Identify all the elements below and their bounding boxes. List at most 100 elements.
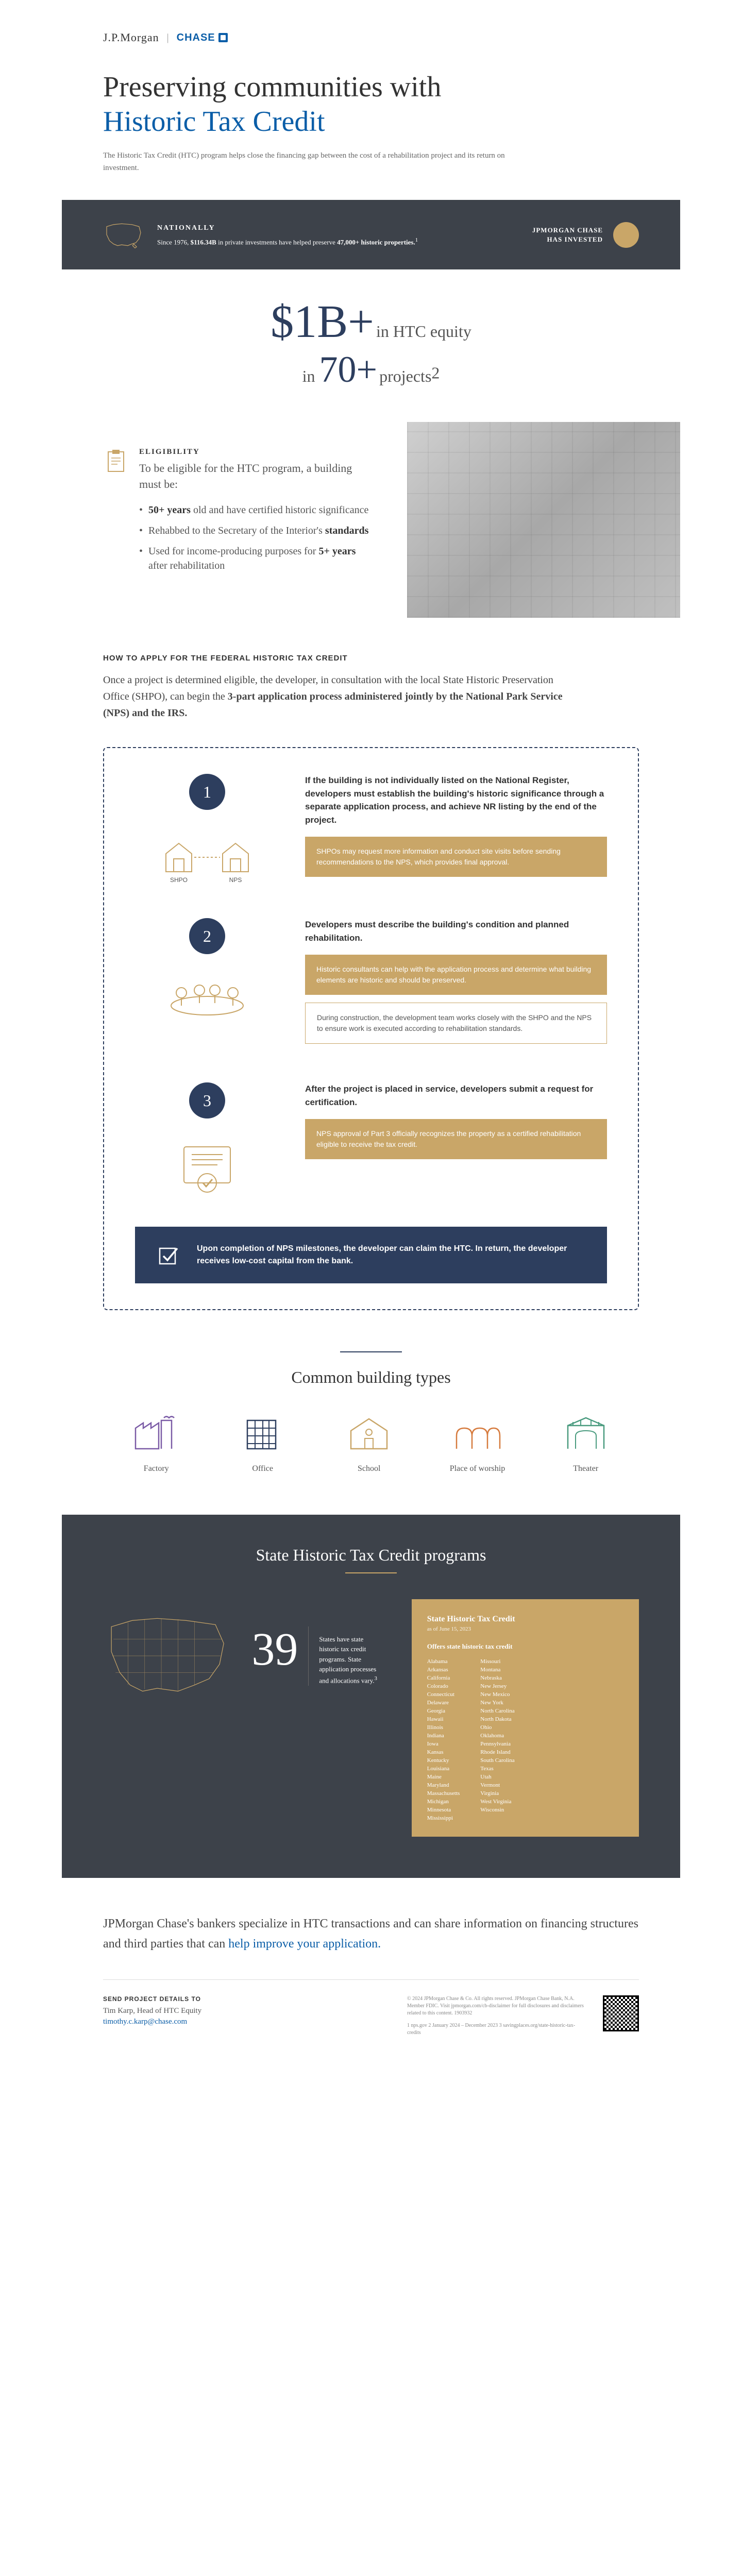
state-name: Rhode Island (480, 1749, 514, 1755)
state-name: New York (480, 1700, 514, 1706)
state-name: Louisiana (427, 1766, 460, 1772)
checkbox-icon (156, 1242, 181, 1268)
state-name: Arkansas (427, 1667, 460, 1673)
nationally-block: NATIONALLY Since 1976, $116.34B in priva… (103, 221, 418, 249)
building-photo (407, 422, 680, 618)
gold-divider (345, 1572, 397, 1573)
svg-text:SHPO: SHPO (170, 876, 188, 884)
eligibility-lead: To be eligible for the HTC program, a bu… (139, 461, 376, 493)
state-name: Illinois (427, 1724, 460, 1731)
state-name: Texas (480, 1766, 514, 1772)
state-name: Montana (480, 1667, 514, 1673)
divider (340, 1351, 402, 1352)
state-name: Mississippi (427, 1815, 460, 1821)
state-name: Oklahoma (480, 1733, 514, 1739)
steps-container: 1 SHPO NPS If the building is not individ… (103, 747, 639, 1310)
building-type-label: Place of worship (450, 1464, 505, 1473)
state-name: Utah (480, 1774, 514, 1780)
step-icon (156, 970, 259, 1031)
contact-block: SEND PROJECT DETAILS TO Tim Karp, Head o… (103, 1995, 201, 2026)
building-type-icon (130, 1413, 182, 1454)
contact-email[interactable]: timothy.c.karp@chase.com (103, 2018, 201, 2026)
big-stat: $1B+ in HTC equity in 70+ projects2 (103, 295, 639, 391)
page-title: Preserving communities with Historic Tax… (103, 70, 639, 139)
building-type-office: Office (237, 1413, 289, 1473)
state-name: Minnesota (427, 1807, 460, 1813)
state-name: New Jersey (480, 1683, 514, 1689)
jpmorgan-logo: J.P.Morgan (103, 31, 159, 44)
eligibility-item: 50+ years old and have certified histori… (139, 503, 376, 517)
building-type-theater: Theater (560, 1413, 612, 1473)
building-type-label: Office (237, 1464, 289, 1473)
step-heading: Developers must describe the building's … (305, 918, 607, 944)
chase-logo: CHASE (177, 32, 228, 44)
us-map-icon (103, 221, 144, 249)
state-name: West Virginia (480, 1799, 514, 1805)
step-info-box: Historic consultants can help with the a… (305, 955, 607, 995)
building-type-label: School (343, 1464, 395, 1473)
state-name: New Mexico (480, 1691, 514, 1698)
state-name: North Dakota (480, 1716, 514, 1722)
nationally-band: NATIONALLY Since 1976, $116.34B in priva… (62, 200, 680, 269)
state-name: Wisconsin (480, 1807, 514, 1813)
logo-separator: | (167, 32, 169, 44)
stat-dollar: $1B+ (271, 296, 374, 347)
clipboard-icon (103, 448, 129, 473)
nationally-stat: Since 1976, $116.34B in private investme… (157, 236, 418, 247)
building-type-icon (343, 1413, 395, 1454)
state-name: Kansas (427, 1749, 460, 1755)
chase-octagon-icon (218, 33, 228, 42)
eligibility-title: ELIGIBILITY (139, 448, 376, 456)
building-types-row: Factory Office School Place of worship T… (103, 1413, 639, 1473)
state-name: Missouri (480, 1658, 514, 1665)
building-type-icon (560, 1413, 612, 1454)
step-info-box: During construction, the development tea… (305, 1003, 607, 1044)
building-types-title: Common building types (103, 1368, 639, 1387)
state-name: Colorado (427, 1683, 460, 1689)
building-type-school: School (343, 1413, 395, 1473)
building-type-icon (237, 1413, 289, 1454)
state-name: Vermont (480, 1782, 514, 1788)
footer-bottom: SEND PROJECT DETAILS TO Tim Karp, Head o… (103, 1979, 639, 2037)
state-count-text: States have state historic tax credit pr… (308, 1626, 380, 1686)
step-heading: If the building is not individually list… (305, 774, 607, 826)
nationally-title: NATIONALLY (157, 223, 418, 233)
stat-projects: 70+ (319, 349, 377, 390)
state-name: Hawaii (427, 1716, 460, 1722)
building-type-place-of-worship: Place of worship (450, 1413, 505, 1473)
howto-title: HOW TO APPLY FOR THE FEDERAL HISTORIC TA… (103, 654, 639, 663)
svg-text:NPS: NPS (229, 876, 242, 884)
state-name: Delaware (427, 1700, 460, 1706)
building-type-label: Factory (130, 1464, 182, 1473)
us-states-map-icon (103, 1599, 236, 1713)
eligibility-list: 50+ years old and have certified histori… (139, 503, 376, 573)
state-name: Massachusetts (427, 1790, 460, 1797)
step-info-box: SHPOs may request more information and c… (305, 837, 607, 877)
legal-footnotes: 1 nps.gov 2 January 2024 – December 2023… (407, 2022, 587, 2037)
state-name: Alabama (427, 1658, 460, 1665)
building-type-icon (451, 1413, 503, 1454)
state-name: Virginia (480, 1790, 514, 1797)
state-name: Pennsylvania (480, 1741, 514, 1747)
invested-block: JPMORGAN CHASE HAS INVESTED (532, 222, 639, 248)
state-name: Kentucky (427, 1757, 460, 1764)
building-type-label: Theater (560, 1464, 612, 1473)
state-name: North Carolina (480, 1708, 514, 1714)
state-programs-section: State Historic Tax Credit programs 39 (62, 1515, 680, 1878)
gold-circle-icon (613, 222, 639, 248)
state-name: Connecticut (427, 1691, 460, 1698)
state-column-2: Missouri Montana Nebraska New Jersey New Mex… (480, 1658, 514, 1821)
step-number-badge: 1 (189, 774, 225, 810)
step-number-badge: 2 (189, 918, 225, 954)
footer-link[interactable]: help improve your application. (228, 1937, 381, 1951)
completion-box: Upon completion of NPS milestones, the d… (135, 1227, 607, 1283)
state-list-box: State Historic Tax Credit as of June 15,… (412, 1599, 639, 1837)
step-icon: SHPO NPS (156, 825, 259, 887)
step-icon (156, 1134, 259, 1196)
state-name: Iowa (427, 1741, 460, 1747)
step-1: 1 SHPO NPS If the building is not individ… (135, 774, 607, 887)
step-number-badge: 3 (189, 1082, 225, 1118)
state-name: Nebraska (480, 1675, 514, 1681)
state-name: Georgia (427, 1708, 460, 1714)
state-name: Maine (427, 1774, 460, 1780)
